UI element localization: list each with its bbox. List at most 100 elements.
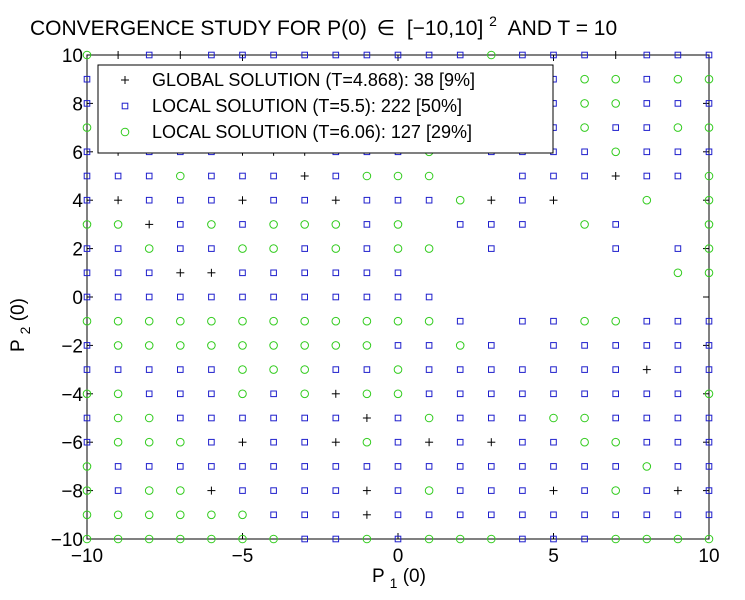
- data-point-series-2: [394, 535, 402, 543]
- data-point-series-2: [270, 390, 277, 398]
- data-point-series-3: [393, 316, 403, 326]
- y-axis-label-main: P: [8, 340, 29, 352]
- data-point-series-2: [581, 148, 588, 156]
- x-tick-label: −10: [71, 546, 103, 567]
- data-point-series-2: [332, 414, 340, 422]
- data-point-series-2: [301, 245, 308, 252]
- data-point-series-3: [207, 510, 216, 520]
- data-point-series-2: [145, 293, 153, 301]
- data-point-series-2: [519, 463, 526, 470]
- data-point-series-2: [612, 511, 620, 519]
- data-point-series-2: [177, 366, 184, 373]
- data-point-series-3: [82, 462, 92, 471]
- data-point-series-1: [300, 172, 309, 180]
- data-point-series-2: [177, 245, 184, 252]
- data-point-series-2: [612, 342, 620, 349]
- data-point-series-2: [394, 463, 402, 470]
- data-point-series-3: [455, 195, 465, 205]
- data-point-series-3: [176, 316, 185, 326]
- data-point-series-3: [269, 220, 278, 229]
- data-point-series-2: [145, 390, 153, 398]
- data-point-series-2: [394, 196, 402, 204]
- data-point-series-3: [704, 220, 714, 229]
- data-point-series-2: [239, 221, 246, 228]
- data-point-series-2: [643, 317, 651, 325]
- data-point-series-3: [611, 437, 621, 447]
- data-point-series-2: [519, 438, 526, 446]
- data-point-series-2: [612, 124, 620, 131]
- data-point-series-2: [177, 390, 184, 398]
- data-point-series-2: [674, 438, 682, 446]
- data-point-series-2: [488, 245, 495, 252]
- data-point-series-2: [612, 390, 620, 398]
- data-point-series-2: [301, 535, 308, 543]
- data-point-series-3: [144, 413, 154, 423]
- x-tick-label: 5: [548, 546, 559, 567]
- data-point-series-3: [611, 74, 621, 84]
- title-suffix: AND T = 10: [508, 17, 618, 40]
- data-point-series-2: [301, 463, 308, 470]
- data-point-series-1: [207, 486, 216, 495]
- data-point-series-1: [425, 438, 434, 447]
- data-point-series-2: [643, 511, 651, 519]
- data-point-series-3: [331, 220, 341, 229]
- data-point-series-2: [550, 511, 557, 519]
- data-point-series-3: [704, 171, 714, 181]
- data-point-series-3: [176, 534, 185, 544]
- data-point-series-2: [208, 51, 215, 59]
- y-tick-label: 8: [72, 94, 83, 115]
- y-tick-label: −10: [51, 530, 83, 551]
- data-point-series-1: [331, 389, 340, 398]
- data-point-series-2: [363, 196, 371, 204]
- data-point-series-3: [424, 244, 434, 253]
- data-point-series-2: [177, 196, 184, 204]
- data-point-series-2: [83, 366, 91, 373]
- data-point-series-3: [393, 365, 403, 374]
- data-point-series-2: [674, 317, 682, 325]
- data-point-series-2: [83, 196, 91, 204]
- data-point-series-3: [580, 437, 589, 447]
- data-point-series-3: [704, 244, 714, 253]
- data-point-series-2: [363, 245, 371, 252]
- data-point-series-3: [300, 365, 310, 374]
- data-point-series-2: [456, 221, 464, 228]
- data-point-series-1: [611, 172, 620, 180]
- data-point-series-3: [269, 341, 278, 350]
- data-point-series-2: [332, 366, 340, 373]
- data-point-series-3: [144, 510, 154, 520]
- data-point-series-3: [176, 486, 185, 495]
- data-point-series-2: [332, 51, 340, 59]
- data-point-series-3: [238, 389, 247, 399]
- data-point-series-2: [488, 511, 495, 519]
- title-exponent: 2: [489, 13, 497, 29]
- title-in-symbol: ∈: [377, 17, 395, 40]
- data-point-series-2: [270, 414, 277, 422]
- data-point-series-2: [705, 317, 713, 325]
- data-point-series-3: [549, 413, 558, 423]
- data-point-series-2: [177, 221, 184, 228]
- data-point-series-2: [208, 366, 215, 373]
- data-point-series-2: [145, 463, 153, 470]
- data-point-series-3: [611, 486, 621, 495]
- data-point-series-3: [580, 74, 589, 84]
- data-point-series-3: [362, 534, 372, 544]
- data-point-series-3: [580, 316, 589, 326]
- data-point-series-2: [145, 366, 153, 373]
- data-point-series-1: [238, 438, 247, 447]
- data-point-series-2: [239, 269, 246, 277]
- data-point-series-3: [113, 437, 123, 447]
- data-point-series-2: [581, 342, 588, 349]
- data-point-series-2: [332, 172, 340, 180]
- data-point-series-2: [456, 487, 464, 494]
- data-point-series-2: [363, 221, 371, 228]
- data-point-series-2: [674, 245, 682, 252]
- data-point-series-2: [519, 487, 526, 494]
- data-point-series-3: [704, 74, 714, 84]
- data-point-series-2: [114, 245, 122, 252]
- data-point-series-2: [83, 342, 91, 349]
- data-point-series-2: [612, 366, 620, 373]
- data-point-series-3: [176, 341, 185, 350]
- data-point-series-2: [705, 487, 713, 494]
- data-point-series-2: [301, 196, 308, 204]
- data-point-series-3: [269, 316, 278, 326]
